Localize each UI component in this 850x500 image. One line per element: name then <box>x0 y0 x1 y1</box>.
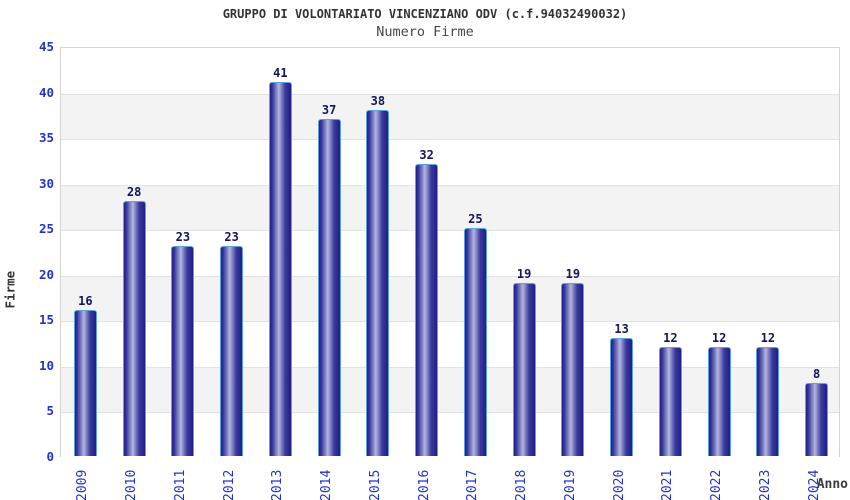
bar-2018 <box>512 283 536 456</box>
x-tick-label: 2010 <box>124 469 140 500</box>
gridline <box>61 321 839 322</box>
y-tick-label: 15 <box>38 312 54 328</box>
bar-value-label: 32 <box>419 148 434 163</box>
bar-2023 <box>756 347 780 456</box>
bar-2011 <box>171 246 195 456</box>
gridline <box>61 276 839 277</box>
y-tick-label: 45 <box>38 39 54 54</box>
y-tick-label: 35 <box>38 130 54 146</box>
x-tick-label: 2013 <box>270 469 286 500</box>
plot-band <box>61 48 839 94</box>
bar-2022 <box>707 347 731 456</box>
gridline <box>61 185 839 186</box>
plot-band <box>61 93 839 140</box>
x-tick-label: 2009 <box>75 469 91 500</box>
x-tick-label: 2017 <box>465 469 481 500</box>
bar-value-label: 23 <box>224 230 239 245</box>
bar-value-label: 16 <box>78 294 93 309</box>
bar-2020 <box>610 338 634 456</box>
x-tick-label: 2021 <box>660 469 676 500</box>
y-tick-label: 40 <box>38 84 54 100</box>
bar-2015 <box>366 110 390 456</box>
bar-value-label: 12 <box>711 330 727 345</box>
x-tick-label: 2014 <box>319 469 335 500</box>
bar-value-label: 41 <box>273 66 288 81</box>
bar-2013 <box>268 82 292 456</box>
bar-2021 <box>658 347 682 456</box>
bar-2010 <box>122 201 146 456</box>
chart-title: GRUPPO DI VOLONTARIATO VINCENZIANO ODV (… <box>222 7 628 21</box>
x-tick-label: 2018 <box>514 469 530 500</box>
y-tick-label: 0 <box>46 449 54 464</box>
y-tick-label: 20 <box>38 266 54 282</box>
gridline <box>61 367 839 368</box>
gridline <box>61 412 839 413</box>
gridline <box>61 139 839 140</box>
x-tick-label: 2012 <box>221 469 237 500</box>
bar-2024 <box>805 383 829 456</box>
bar-value-label: 12 <box>663 330 678 345</box>
x-tick-label: 2015 <box>367 469 383 500</box>
plot-band <box>61 184 839 231</box>
bar-value-label: 19 <box>565 266 581 281</box>
bar-2014 <box>317 119 341 456</box>
x-tick-label: 2022 <box>709 469 725 500</box>
plot-band <box>61 139 839 185</box>
y-tick-label: 10 <box>38 357 54 373</box>
x-tick-label: 2016 <box>416 469 432 500</box>
bar-2017 <box>463 228 487 456</box>
y-tick-label: 5 <box>46 403 54 419</box>
x-tick-label: 2011 <box>172 469 188 500</box>
bar-value-label: 28 <box>126 184 142 199</box>
y-tick-label: 25 <box>38 221 54 237</box>
gridline <box>61 230 839 231</box>
bar-value-label: 12 <box>760 330 776 345</box>
x-tick-label: 2023 <box>757 469 773 500</box>
bar-value-label: 25 <box>468 212 483 227</box>
bar-value-label: 8 <box>813 367 821 382</box>
bar-value-label: 19 <box>516 266 532 281</box>
bar-2012 <box>220 246 244 456</box>
x-tick-label: 2020 <box>611 469 627 500</box>
bar-2009 <box>73 310 97 456</box>
bar-value-label: 23 <box>175 230 191 245</box>
x-tick-label: 2019 <box>562 469 578 500</box>
bar-value-label: 13 <box>614 321 629 336</box>
y-tick-label: 30 <box>38 175 54 191</box>
plot-area: 16 28 23 23 41 37 38 32 25 19 19 13 12 12 12 8 <box>60 47 840 458</box>
chart-subtitle: Numero Firme <box>376 24 474 40</box>
bar-value-label: 37 <box>321 102 337 117</box>
bar-value-label: 38 <box>370 93 386 108</box>
x-axis-title: Anno <box>816 477 848 492</box>
bar-2019 <box>561 283 585 456</box>
bar-2016 <box>415 164 439 456</box>
gridline <box>61 94 839 95</box>
